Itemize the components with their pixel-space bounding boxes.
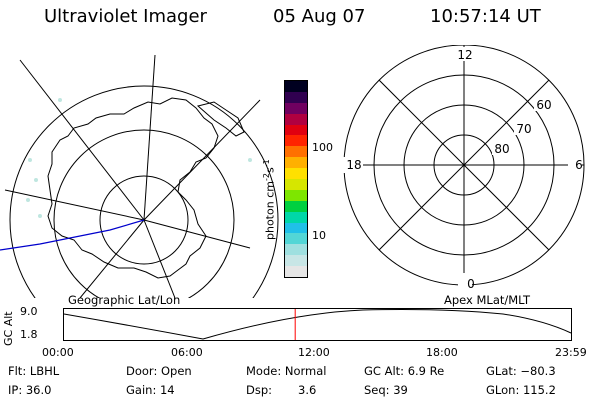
right-panel-caption: Apex MLat/MLT xyxy=(444,293,531,307)
time-label: 10:57:14 UT xyxy=(430,6,541,27)
mlat-label-80: 80 xyxy=(494,142,509,156)
mlt-diagonal xyxy=(378,79,550,251)
latitude-circle-outer xyxy=(9,85,279,298)
meridian-line xyxy=(19,59,145,221)
status-seq: Seq: 39 xyxy=(364,383,408,397)
colorbar-unit-container: photon cm-2s-1 xyxy=(262,159,282,260)
timeline-frame xyxy=(63,308,572,341)
meridian-line xyxy=(143,219,176,298)
colorbar-segment xyxy=(285,211,307,223)
colorbar-segment xyxy=(285,157,307,169)
coastline-outline xyxy=(47,97,219,279)
status-mode: Mode: Normal xyxy=(246,364,327,378)
left-panel-caption: Geographic Lat/Lon xyxy=(68,293,181,307)
status-dsp-value: 3.6 xyxy=(298,383,317,397)
timeline-ytick-max: 9.0 xyxy=(20,305,38,318)
colorbar-segment xyxy=(285,124,307,136)
status-door: Door: Open xyxy=(126,364,192,378)
colorbar-segment xyxy=(285,135,307,147)
colorbar-segment xyxy=(285,146,307,158)
instrument-title: Ultraviolet Imager xyxy=(44,6,207,27)
mlat-label-60: 60 xyxy=(536,98,551,112)
timeline-xtick-0600: 06:00 xyxy=(171,346,203,359)
colorbar-tick-100: 100 xyxy=(312,141,333,154)
colorbar-tick-10: 10 xyxy=(312,229,326,242)
status-gain: Gain: 14 xyxy=(126,383,175,397)
meridian-line xyxy=(4,189,145,221)
polar-mlat-mlt-plot: 12 0 18 6 60 70 80 xyxy=(343,45,585,291)
coastline-peninsula xyxy=(196,101,245,137)
colorbar-segment xyxy=(285,233,307,245)
colorbar-segment xyxy=(285,200,307,212)
status-glat: GLat: −80.3 xyxy=(486,364,556,378)
date-label: 05 Aug 07 xyxy=(273,6,366,27)
timeline-ytick-min: 1.8 xyxy=(20,328,38,341)
colorbar-segment xyxy=(285,91,307,103)
timeline-xtick-1800: 18:00 xyxy=(426,346,458,359)
timeline-axis-label: GC Alt xyxy=(2,311,15,346)
mlt-label-0: 0 xyxy=(467,277,475,291)
status-filter: Flt: LBHL xyxy=(8,364,60,378)
geographic-map-panel xyxy=(0,54,279,298)
colorbar-unit-label: photon cm-2s-1 xyxy=(262,159,277,240)
orbit-track xyxy=(0,219,145,251)
status-ip: IP: 36.0 xyxy=(8,383,52,397)
colorbar-segment xyxy=(285,266,307,277)
latitude-circle-inner xyxy=(99,175,189,265)
colorbar-segment xyxy=(285,244,307,256)
meridian-line xyxy=(79,219,145,298)
timeline-xtick-0000: 00:00 xyxy=(42,346,74,359)
color-scale-bar xyxy=(284,80,308,278)
latitude-circle-middle xyxy=(53,129,235,298)
colorbar-segment xyxy=(285,255,307,267)
altitude-curve xyxy=(63,309,572,340)
timeline-axis-label-container: GC Alt xyxy=(0,308,20,348)
timeline-xtick-2359: 23:59 xyxy=(555,346,587,359)
colorbar-segment xyxy=(285,80,307,92)
altitude-timeline-plot xyxy=(63,308,572,341)
colorbar-segment xyxy=(285,168,307,179)
status-gc-alt: GC Alt: 6.9 Re xyxy=(364,364,445,378)
colorbar-segment xyxy=(285,102,307,114)
mlt-label-18: 18 xyxy=(346,158,361,172)
mlat-label-70: 70 xyxy=(516,122,531,136)
colorbar-segment xyxy=(285,222,307,234)
status-dsp-label: Dsp: xyxy=(246,383,273,397)
mlt-label-12: 12 xyxy=(457,48,472,62)
mlt-label-6: 6 xyxy=(575,158,583,172)
colorbar-segment xyxy=(285,189,307,201)
colorbar-segment xyxy=(285,178,307,190)
meridian-line xyxy=(143,54,156,221)
colorbar-segment xyxy=(285,113,307,125)
status-glon: GLon: 115.2 xyxy=(486,383,556,397)
timeline-xtick-1200: 12:00 xyxy=(298,346,330,359)
meridian-line xyxy=(143,219,251,249)
